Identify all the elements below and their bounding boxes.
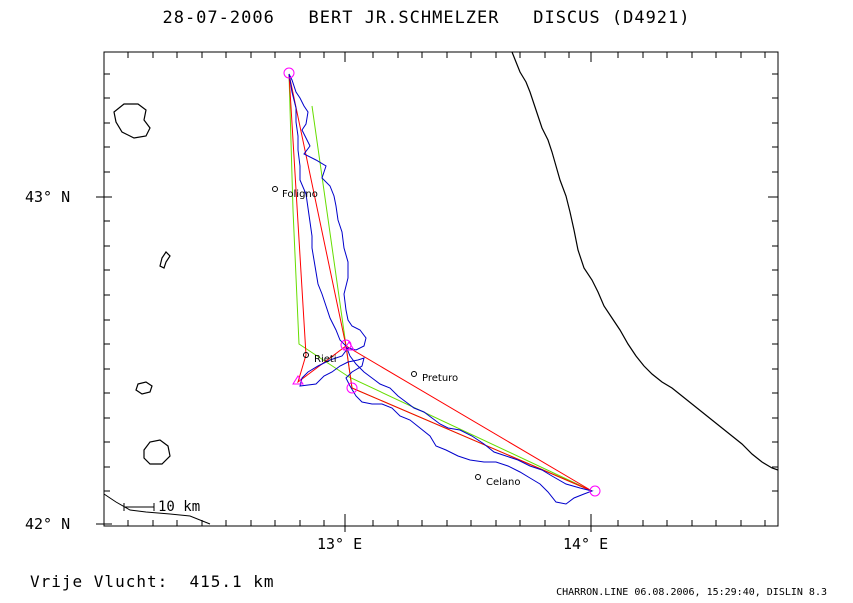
flight-track xyxy=(288,73,594,505)
y-label-43n: 43° N xyxy=(25,188,71,206)
coast-fragment xyxy=(103,493,211,525)
x-label-14e: 14° E xyxy=(563,535,609,553)
x-label-13e: 13° E xyxy=(317,535,363,553)
turnpoint-3 xyxy=(346,382,358,394)
scale-bar xyxy=(123,503,155,511)
place-label-preturo: Preturo xyxy=(422,373,459,384)
route-task xyxy=(288,73,593,492)
place-label-foligno: Foligno xyxy=(282,189,318,200)
distance-readout: Vrije Vlucht: 415.1 km xyxy=(30,572,275,591)
map-frame xyxy=(103,51,779,527)
turnpoint-start xyxy=(283,67,295,79)
page-title: 28-07-2006 BERT JR.SCHMELZER DISCUS (D49… xyxy=(162,8,691,28)
marker-foligno xyxy=(272,186,278,192)
footer-info: CHARRON.LINE 06.08.2006, 15:29:40, DISLI… xyxy=(556,587,827,598)
turnpoint-4 xyxy=(589,485,601,497)
tick-marks xyxy=(96,52,778,532)
y-label-42n: 42° N xyxy=(25,515,71,533)
marker-celano xyxy=(475,474,481,480)
turnpoints xyxy=(283,67,601,497)
lake-bolsena xyxy=(135,381,153,395)
scale-bar-label: 10 km xyxy=(158,499,201,515)
lake-trasimeno xyxy=(113,103,151,139)
lake-bracciano xyxy=(143,439,171,465)
turnpoint-triangle-2 xyxy=(343,341,355,351)
coastline xyxy=(511,51,779,471)
lake-small-1 xyxy=(159,251,171,269)
marker-rieti xyxy=(303,352,309,358)
place-label-rieti: Rieti xyxy=(314,354,337,365)
marker-preturo xyxy=(411,371,417,377)
turnpoint-triangle xyxy=(292,375,304,385)
place-label-celano: Celano xyxy=(486,477,521,488)
place-markers xyxy=(272,186,481,480)
